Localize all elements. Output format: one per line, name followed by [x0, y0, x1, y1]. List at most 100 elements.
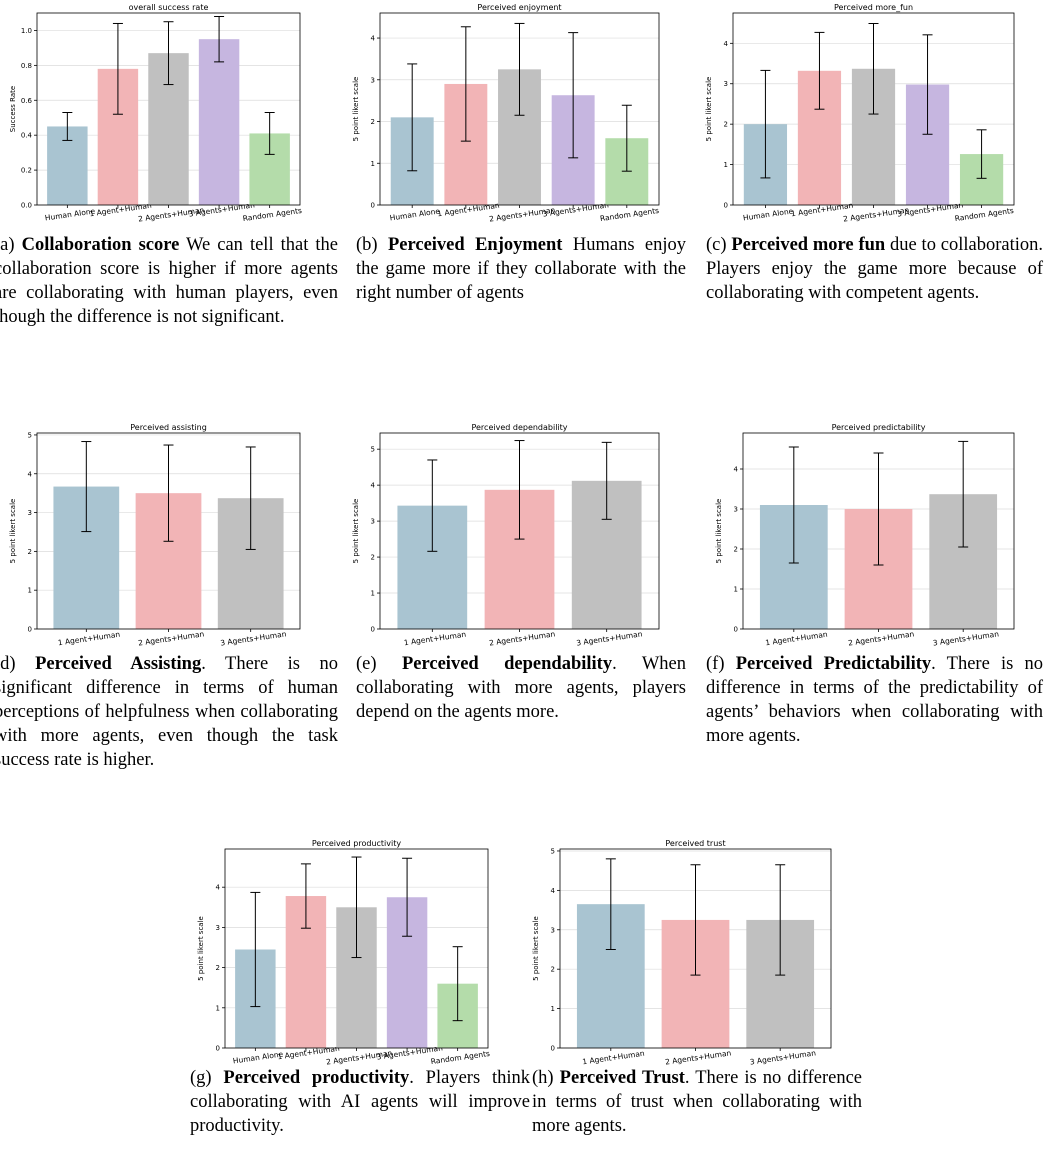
chart-title: Perceived trust [665, 839, 725, 848]
y-tick-label: 1 [371, 590, 375, 598]
x-tick-label: 2 Agents+Human [848, 629, 915, 647]
plot-frame [36, 432, 301, 630]
y-tick-label: 3 [551, 926, 555, 934]
y-tick-label: 0 [28, 626, 32, 634]
y-tick-label: 3 [734, 506, 738, 514]
chart-enjoyment: Perceived enjoyment 0 1 2 3 4 5 point likert s… [352, 3, 660, 224]
y-tick-label: 4 [724, 40, 729, 48]
caption-text: Humans enjoy the game more if they colla… [356, 235, 687, 303]
caption-d: (d) Perceived Assisting. There is no sig… [0, 652, 338, 772]
y-tick-label: 1.0 [21, 27, 32, 35]
y-axis-label: Success Rate [9, 86, 17, 132]
chart-title: Perceived enjoyment [477, 3, 561, 12]
y-tick-label: 3 [216, 924, 220, 932]
y-tick-label: 3 [724, 80, 728, 88]
bar [198, 39, 240, 205]
y-tick-label: 0 [734, 626, 738, 634]
y-tick-label: 0.2 [21, 167, 32, 175]
y-tick-label: 4 [28, 470, 33, 478]
caption-bold: Perceived Predictability [735, 654, 932, 674]
y-tick-label: 0.4 [21, 132, 33, 140]
y-tick-label: 0 [216, 1045, 220, 1053]
caption-text: We can tell that the collaboration score… [0, 235, 338, 327]
y-axis-label: 5 point likert scale [352, 77, 360, 142]
chart-title: Perceived assisting [130, 423, 207, 432]
caption-bold: Collaboration score [21, 235, 180, 255]
caption-tag: (b) [356, 235, 378, 255]
plot-frame [559, 848, 832, 1049]
y-tick-label: 1 [28, 587, 32, 595]
caption-text: . When collaborating with more agents, p… [356, 654, 686, 722]
caption-c: (c) Perceived more fun due to collaborat… [706, 233, 1043, 305]
x-tick-label: 1 Agent+Human [403, 630, 467, 648]
caption-g: (g) Perceived productivity. Players thin… [190, 1066, 530, 1138]
y-tick-label: 4 [551, 887, 556, 895]
x-tick-label: 3 Agents+Human [932, 629, 999, 647]
plot-frame [732, 12, 1015, 206]
chart-productivity: Perceived productivity 0 1 2 3 4 5 point liker… [197, 839, 491, 1067]
y-tick-label: 0.0 [21, 202, 32, 210]
y-tick-label: 2 [216, 964, 220, 972]
y-tick-label: 0.8 [21, 62, 32, 70]
y-tick-label: 1 [724, 161, 728, 169]
y-tick-label: 4 [371, 482, 376, 490]
y-axis-label: 5 point likert scale [9, 499, 17, 564]
y-tick-label: 1 [734, 586, 738, 594]
y-tick-label: 0 [551, 1045, 555, 1053]
y-axis-label: 5 point likert scale [197, 916, 205, 981]
x-tick-label: 1 Agent+Human [582, 1049, 646, 1067]
caption-tag: (g) [190, 1068, 212, 1088]
caption-text: . Players think collaborating with AI ag… [190, 1068, 530, 1136]
x-tick-label: Human Alone [742, 206, 794, 222]
y-tick-label: 0 [724, 202, 728, 210]
y-tick-label: 3 [28, 509, 32, 517]
caption-tag: (e) [356, 654, 377, 674]
y-tick-label: 2 [551, 966, 555, 974]
chart-assisting: Perceived assisting 0 1 2 3 4 5 5 point likert … [9, 423, 301, 648]
y-tick-label: 4 [216, 884, 221, 892]
y-tick-label: 3 [371, 518, 375, 526]
y-tick-label: 5 [28, 431, 32, 439]
y-tick-label: 2 [724, 121, 728, 129]
chart-success-rate: overall success rate 0.0 0.2 0.4 0.6 0.8 1.0 Su… [9, 3, 303, 224]
caption-tag: (a) [0, 235, 15, 255]
plot-frame [224, 848, 489, 1049]
caption-bold: Perceived Enjoyment [387, 235, 563, 255]
x-tick-label: 1 Agent+Human [765, 630, 829, 648]
caption-tag: (c) [706, 235, 727, 255]
chart-more-fun: Perceived more_fun 0 1 2 3 4 5 point likert sc… [705, 3, 1015, 224]
y-tick-label: 5 [371, 446, 375, 454]
x-tick-label: 2 Agents+Human [665, 1048, 732, 1066]
y-tick-label: 4 [371, 35, 376, 43]
chart-predictability: Perceived predictability 0 1 2 3 4 5 point lik… [715, 423, 1015, 648]
x-tick-label: 1 Agent+Human [57, 630, 121, 648]
caption-bold: Perceived productivity [223, 1068, 410, 1088]
x-tick-label: 3 Agents+Human [220, 629, 287, 647]
caption-bold: Perceived Trust [559, 1068, 685, 1088]
y-axis-label: 5 point likert scale [705, 77, 713, 142]
caption-e: (e) Perceived dependability. When collab… [356, 652, 686, 724]
x-tick-label: Human Alone [389, 206, 441, 222]
caption-h: (h) Perceived Trust. There is no differe… [532, 1066, 862, 1138]
x-tick-label: 2 Agents+Human [489, 629, 556, 647]
plot-frame [379, 432, 660, 630]
plot-frame [36, 12, 301, 206]
y-tick-label: 0 [371, 202, 375, 210]
chart-trust: Perceived trust 0 1 2 3 4 5 5 point likert scal… [532, 839, 832, 1067]
caption-a: (a) Collaboration score We can tell that… [0, 233, 338, 329]
y-tick-label: 2 [371, 118, 375, 126]
y-tick-label: 4 [734, 466, 739, 474]
y-tick-label: 1 [371, 160, 375, 168]
x-tick-label: 3 Agents+Human [749, 1048, 816, 1066]
x-tick-label: 2 Agents+Human [138, 629, 205, 647]
y-tick-label: 0 [371, 626, 375, 634]
caption-tag: (d) [0, 654, 16, 674]
caption-text: . There is no significant difference in … [0, 654, 339, 770]
caption-f: (f) Perceived Predictability. There is n… [706, 652, 1043, 748]
chart-dependability: Perceived dependability 0 1 2 3 4 5 5 point lik… [352, 423, 660, 648]
plot-frame [742, 432, 1015, 630]
y-tick-label: 2 [28, 548, 32, 556]
y-tick-label: 5 [551, 847, 555, 855]
chart-title: Perceived predictability [832, 423, 926, 432]
caption-bold: Perceived Assisting [35, 654, 202, 674]
